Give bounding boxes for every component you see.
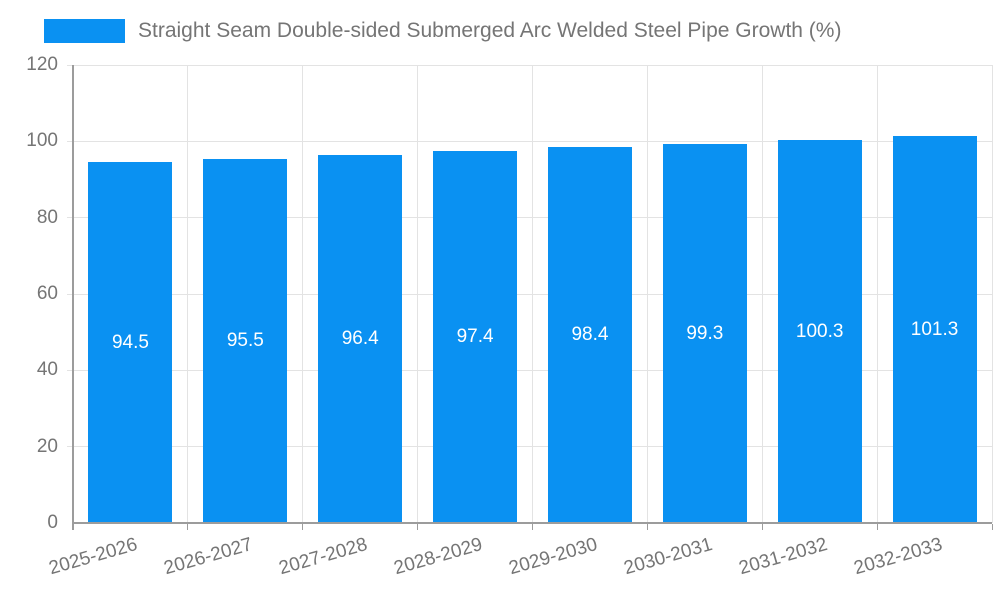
x-axis-tick-label: 2026-2027 [161, 534, 256, 580]
x-axis-tick-label: 2025-2026 [47, 534, 141, 580]
gridline-horizontal [67, 140, 992, 142]
x-axis-tick [761, 524, 763, 530]
bar[interactable] [892, 136, 977, 523]
gridline-horizontal [67, 64, 992, 66]
gridline-vertical [302, 65, 304, 523]
gridline-vertical [876, 65, 878, 523]
gridline-vertical [417, 65, 419, 523]
x-axis-tick [646, 524, 648, 530]
gridline-vertical [646, 65, 648, 523]
y-axis-tick-label: 120 [26, 54, 58, 75]
x-axis-tick-label: 2028-2029 [391, 534, 485, 580]
gridline-vertical [187, 65, 189, 523]
x-axis-tick-label: 2030-2031 [621, 534, 715, 580]
x-axis-tick-label: 2031-2032 [736, 534, 830, 580]
x-axis-tick [417, 524, 419, 530]
y-axis-line [72, 65, 74, 530]
legend-swatch[interactable] [44, 19, 125, 43]
gridline-horizontal [67, 446, 992, 448]
x-axis-tick [302, 524, 304, 530]
gridline-vertical [991, 65, 993, 523]
legend-item[interactable]: Straight Seam Double-sided Submerged Arc… [44, 15, 841, 47]
gridline-vertical [532, 65, 533, 523]
x-axis-tick [991, 524, 993, 530]
y-axis-tick-label: 20 [36, 435, 58, 457]
y-axis-tick-label: 60 [36, 283, 58, 304]
x-axis-tick-label: 2032-2033 [851, 534, 945, 580]
gridline-horizontal [67, 217, 992, 219]
y-axis-tick-label: 80 [36, 206, 58, 228]
y-axis-tick-label: 100 [26, 130, 58, 152]
bar[interactable] [318, 155, 403, 523]
legend-label: Straight Seam Double-sided Submerged Arc… [138, 19, 842, 42]
x-axis-tick [532, 524, 533, 530]
x-axis-tick-label: 2027-2028 [276, 534, 370, 580]
gridline-vertical [761, 65, 763, 523]
y-axis-tick-label: 40 [36, 359, 58, 381]
bar[interactable] [547, 147, 632, 523]
bar[interactable] [433, 151, 518, 523]
x-axis-tick [876, 524, 878, 530]
gridline-horizontal [67, 369, 992, 371]
x-axis-tick [72, 524, 74, 530]
gridline-horizontal [67, 293, 992, 295]
x-axis-line [73, 522, 992, 524]
x-axis-tick-label: 2029-2030 [506, 534, 600, 580]
bar[interactable] [203, 158, 288, 523]
bar[interactable] [88, 162, 173, 523]
bar[interactable] [662, 144, 747, 523]
x-axis-tick [187, 524, 189, 530]
y-axis-tick-label: 0 [47, 512, 58, 533]
bar[interactable] [777, 140, 862, 523]
